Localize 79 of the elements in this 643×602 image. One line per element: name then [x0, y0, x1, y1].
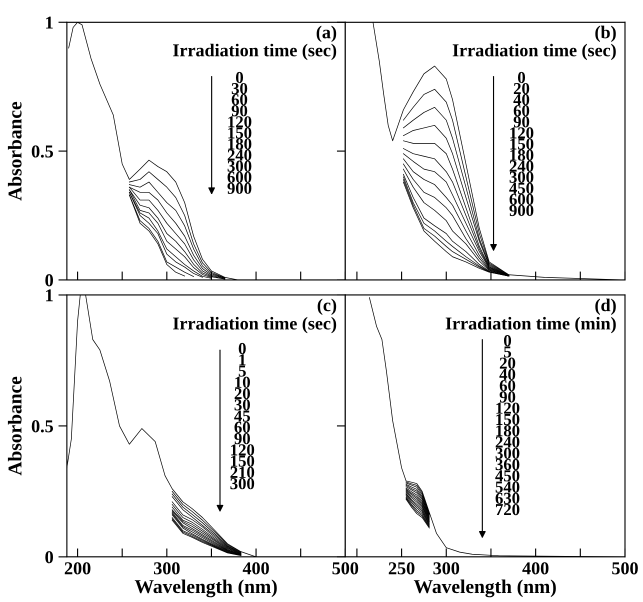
- x-tick-label: 500: [612, 562, 638, 574]
- annotation: 120: [510, 127, 534, 139]
- annotation: 30: [232, 82, 248, 94]
- annotation: 240: [228, 149, 252, 161]
- annotation: 240: [496, 436, 520, 448]
- annotation: 60: [232, 94, 248, 106]
- annotation: Irradiation time (sec): [452, 44, 616, 60]
- annotation: 0: [504, 335, 512, 346]
- annotation: 150: [231, 456, 254, 467]
- annotation: 5: [504, 346, 512, 358]
- annotation: 900: [509, 204, 534, 216]
- annotation: 600: [228, 172, 252, 183]
- x-axis-title: Wavelength (nm): [414, 579, 556, 598]
- x-axis-title: Wavelength (nm): [134, 579, 277, 598]
- annotation: 900: [227, 182, 252, 194]
- annotation: 40: [499, 368, 516, 380]
- annotation: 300: [230, 478, 254, 490]
- annotation: 20: [500, 358, 516, 369]
- x-tick-label: 300: [433, 562, 460, 574]
- annotation: 210: [230, 466, 254, 478]
- y-axis-title: Absorbance: [8, 376, 22, 476]
- annotation: 0: [238, 342, 246, 354]
- annotation: 60: [234, 422, 250, 433]
- annotation: 90: [500, 391, 516, 403]
- annotation: 450: [509, 182, 534, 194]
- y-tick-label: 1: [46, 16, 53, 29]
- annotation: Irradiation time (sec): [173, 316, 336, 334]
- annotation: 45: [234, 410, 250, 422]
- x-tick-label: 400: [242, 562, 269, 574]
- annotation: 30: [234, 399, 250, 410]
- y-tick-label: 0.5: [32, 420, 54, 432]
- annotation: (c): [318, 298, 336, 315]
- annotation: 180: [510, 149, 534, 161]
- annotation: 0: [518, 72, 526, 84]
- annotation: 120: [496, 402, 520, 414]
- x-tick-label: 500: [332, 562, 358, 574]
- annotation: 360: [496, 458, 520, 470]
- annotation: 1: [239, 354, 246, 366]
- annotation: 630: [496, 492, 520, 504]
- x-tick-label: 250: [388, 562, 414, 574]
- annotation: 300: [228, 160, 252, 172]
- annotation: 40: [513, 94, 530, 106]
- annotation: 0: [236, 72, 244, 84]
- annotation: 90: [232, 105, 248, 116]
- x-tick-label: 400: [522, 562, 548, 574]
- annotation: 300: [496, 448, 520, 459]
- y-tick-label: 0.5: [32, 145, 54, 158]
- x-tick-label: 200: [64, 562, 90, 574]
- annotation: 20: [234, 388, 250, 400]
- y-tick-label: 0: [45, 551, 53, 564]
- annotation: 540: [496, 481, 520, 493]
- annotation: 150: [496, 414, 520, 426]
- annotation: 180: [228, 138, 252, 150]
- annotation: 10: [235, 376, 250, 388]
- annotation: 90: [234, 432, 250, 444]
- annotation: Irradiation time (sec): [173, 44, 336, 60]
- annotation: 600: [510, 194, 534, 205]
- annotation: 90: [514, 116, 530, 128]
- annotation: (b): [595, 26, 616, 42]
- annotation: 20: [514, 82, 530, 94]
- annotation: 120: [231, 444, 254, 456]
- annotation: 150: [228, 127, 252, 139]
- annotation: 60: [514, 105, 530, 116]
- annotation: 300: [510, 172, 534, 183]
- y-tick-label: 0: [45, 274, 53, 286]
- annotation: Irradiation time (min): [446, 316, 616, 334]
- y-tick-label: 1: [46, 289, 53, 302]
- annotation: 150: [510, 138, 534, 150]
- annotation: 5: [238, 366, 246, 377]
- annotation: 720: [496, 504, 520, 516]
- annotation: 240: [510, 160, 534, 172]
- annotation: (d): [595, 298, 616, 315]
- x-tick-label: 300: [154, 562, 180, 574]
- annotation: 120: [228, 116, 252, 128]
- annotation: 180: [496, 425, 520, 436]
- y-axis-title: Absorbance: [8, 102, 22, 201]
- annotation: (a): [316, 26, 336, 42]
- annotation: 450: [495, 470, 520, 482]
- annotation: 60: [500, 380, 516, 392]
